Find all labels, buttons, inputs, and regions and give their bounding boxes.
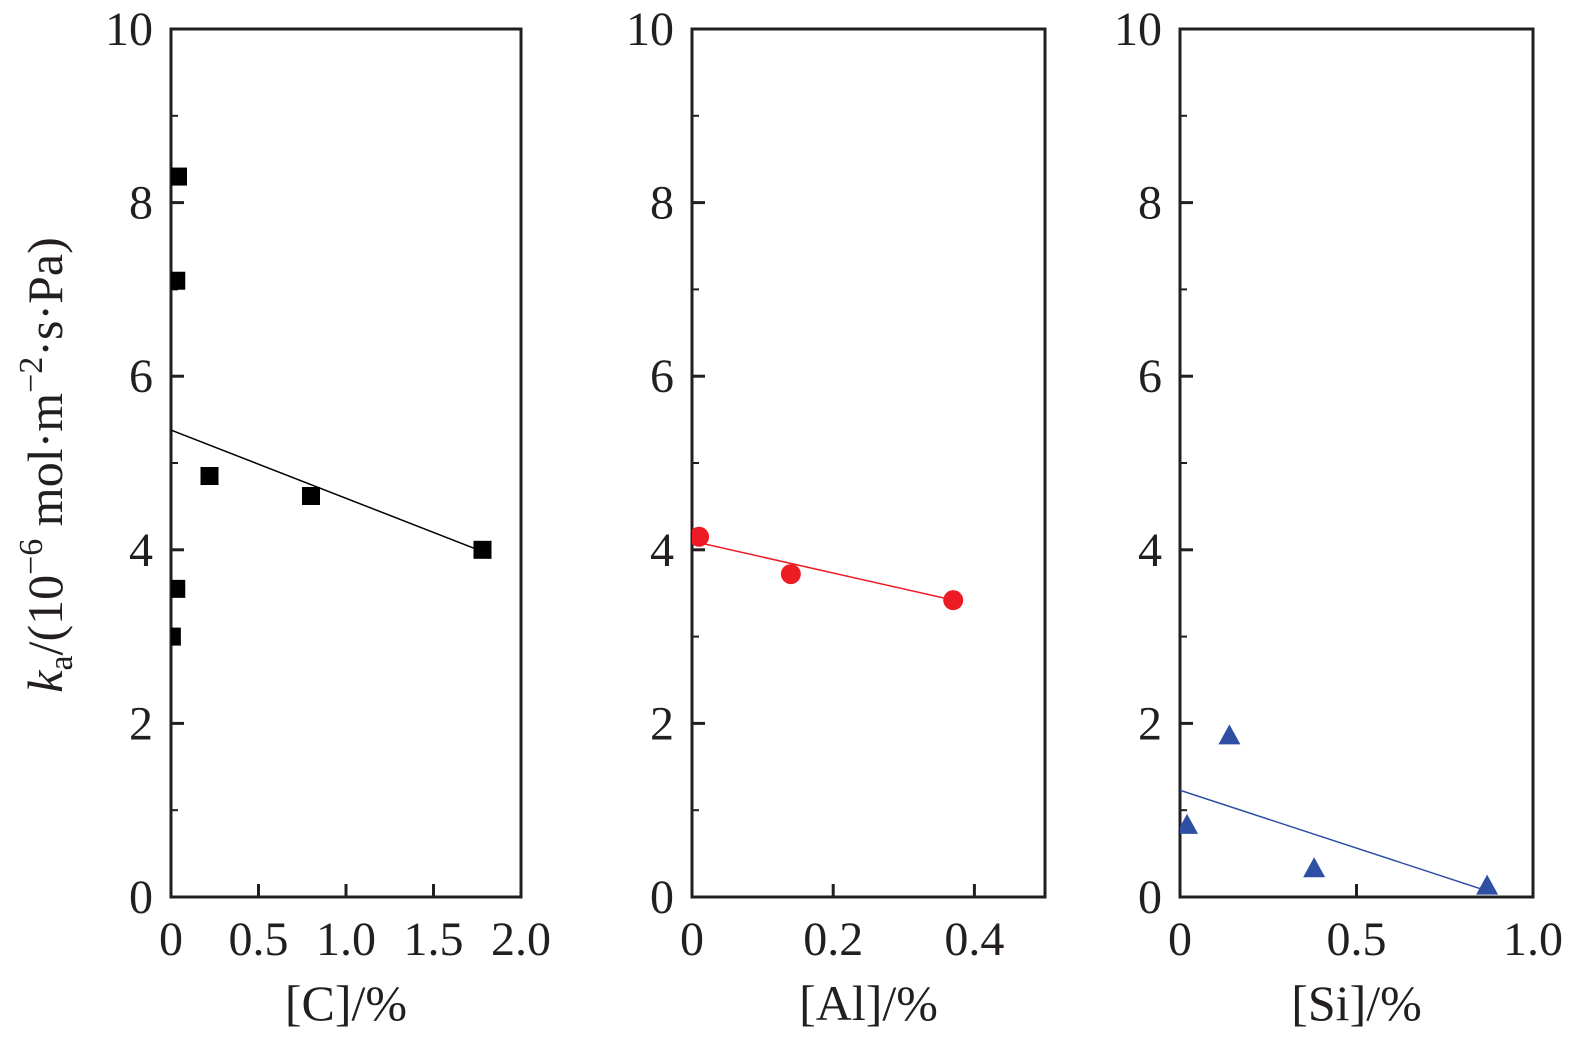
data-point-square <box>473 540 492 559</box>
plot-frame <box>690 27 1047 899</box>
data-point-triangle <box>1218 724 1241 745</box>
x-tick-label: 1.0 <box>1503 913 1563 966</box>
data-point-square <box>200 467 219 486</box>
y-tick-label: 10 <box>1114 3 1162 56</box>
fit-line <box>691 540 954 601</box>
y-tick-label: 10 <box>626 3 674 56</box>
data-point-square <box>171 579 186 598</box>
data-point-circle <box>780 564 801 585</box>
x-tick-label: 0.5 <box>229 913 289 966</box>
y-label-suffix: ·s·Pa) <box>17 237 73 356</box>
x-axis-label: [Al]/% <box>799 975 938 1031</box>
data-point-triangle <box>1303 857 1326 878</box>
y-label-unit: mol·m <box>17 393 73 539</box>
x-tick-label: 0.4 <box>944 913 1004 966</box>
y-tick-label: 4 <box>1138 524 1162 577</box>
y-tick-label: 2 <box>129 697 153 750</box>
x-tick-label: 0 <box>1168 913 1192 966</box>
panel-2: 0 2 4 6 8 10 0 0.2 0.4[Al]/% <box>626 3 1047 1031</box>
x-tick-label: 0.5 <box>1327 913 1387 966</box>
marker-group <box>1180 724 1499 895</box>
y-label-exponent: −6 <box>13 539 50 575</box>
plot-frame <box>1178 27 1535 899</box>
svg-text:ka/(10−6 mol·m−2·s·Pa): ka/(10−6 mol·m−2·s·Pa) <box>13 237 80 692</box>
data-point-circle <box>943 590 964 611</box>
x-tick-label: 1.5 <box>404 913 464 966</box>
data-point-square <box>171 167 187 186</box>
y-tick-label: 8 <box>1138 177 1162 230</box>
y-tick-label: 8 <box>129 177 153 230</box>
y-tick-label: 6 <box>650 350 674 403</box>
x-tick-label: 0 <box>159 913 183 966</box>
y-tick-label: 6 <box>1138 350 1162 403</box>
y-tick-label: 8 <box>650 177 674 230</box>
y-label-prefix: /(10 <box>17 575 73 656</box>
fit-line <box>170 429 483 553</box>
fit-line <box>1179 789 1488 892</box>
plot-frame <box>169 27 523 899</box>
data-point-triangle <box>1476 874 1499 895</box>
y-tick-label: 2 <box>650 697 674 750</box>
y-tick-label: 0 <box>1138 871 1162 924</box>
y-axis-label: ka/(10−6 mol·m−2·s·Pa) <box>13 237 80 692</box>
marker-group <box>171 167 492 646</box>
y-tick-label: 6 <box>129 350 153 403</box>
y-tick-label: 0 <box>129 871 153 924</box>
y-label-exponent-2: −2 <box>13 357 50 393</box>
y-tick-label: 4 <box>650 524 674 577</box>
x-tick-label: 1.0 <box>316 913 376 966</box>
x-tick-label: 0.2 <box>803 913 863 966</box>
data-point-square <box>171 627 181 646</box>
x-axis-label: [Si]/% <box>1291 975 1422 1031</box>
y-label-subscript: a <box>43 655 80 670</box>
y-label-symbol: k <box>17 670 73 693</box>
marker-group <box>692 526 964 611</box>
data-point-circle <box>692 526 710 547</box>
data-point-square <box>171 271 186 290</box>
y-tick-label: 4 <box>129 524 153 577</box>
y-tick-label: 2 <box>1138 697 1162 750</box>
data-point-triangle <box>1180 813 1199 834</box>
x-axis-label: [C]/% <box>285 975 407 1031</box>
y-tick-label: 10 <box>105 3 153 56</box>
x-tick-label: 0 <box>680 913 704 966</box>
data-point-square <box>302 486 320 505</box>
x-tick-label: 2.0 <box>491 913 551 966</box>
panel-3: 0 2 4 6 8 10 0 0.5 1.0 [Si]/% <box>1114 3 1563 1031</box>
panel-1: 0 2 4 6 8 10 0 0.5 1.0 1.5 2.0 [C]/% <box>105 3 551 1031</box>
y-tick-label: 0 <box>650 871 674 924</box>
